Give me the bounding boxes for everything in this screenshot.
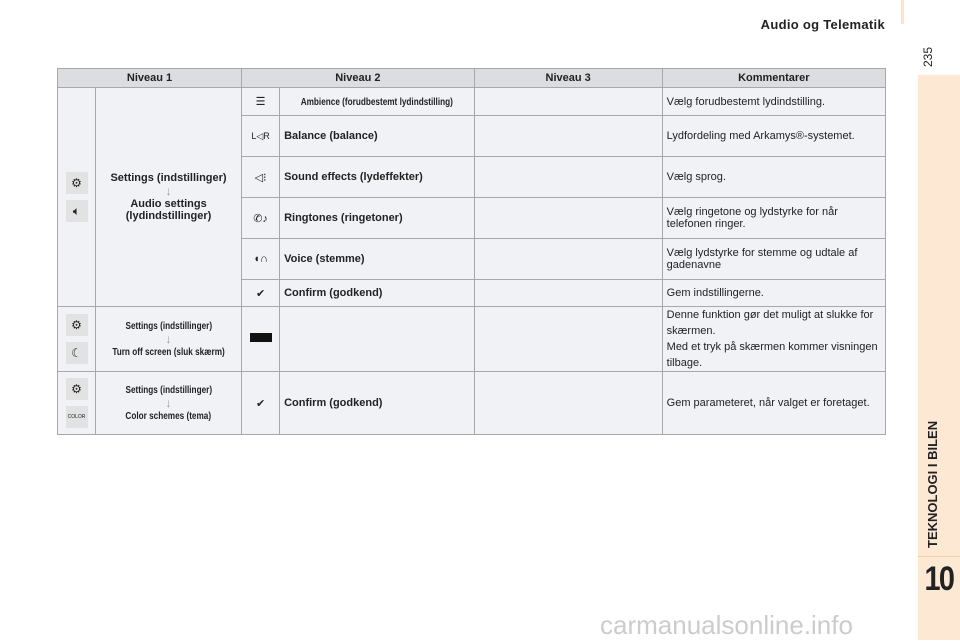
- comment: Vælg ringetone og lydstyrke for når tele…: [661, 197, 887, 239]
- level3-cell: [473, 197, 663, 239]
- level2-label: Ringtones (ringetoner): [279, 197, 475, 239]
- level3-cell: [473, 238, 663, 280]
- comment: Gem parameteret, når valget er foretaget…: [661, 371, 887, 435]
- ringtone-icon: ✆♪: [253, 212, 268, 225]
- level3-cell: [473, 87, 663, 116]
- comment: Denne funktion gør det muligt at slukke …: [666, 309, 874, 337]
- color-icon: COLOR: [65, 406, 88, 428]
- watermark: carmanualsonline.info: [600, 610, 853, 640]
- side-divider: [918, 556, 960, 557]
- table-header: Niveau 1 Niveau 2 Niveau 3 Kommentarer: [56, 68, 887, 88]
- table-row: ◁⁝ Sound effects (lydeffekter) Vælg spro…: [58, 156, 887, 198]
- chapter-title: TEKNOLOGI I BILEN: [925, 420, 940, 548]
- section-title: Audio og Telematik: [760, 17, 885, 32]
- chapter-number: 10: [924, 560, 955, 598]
- level2-label: Confirm (godkend): [279, 371, 475, 435]
- screen-off-icon: [249, 333, 272, 342]
- arrow-down-icon: ↓: [165, 184, 172, 198]
- level2-label: Confirm (godkend): [279, 279, 475, 307]
- check-icon: ✔: [255, 287, 266, 300]
- level1-label: Settings (indstillinger): [110, 172, 227, 184]
- level3-cell: [473, 279, 663, 307]
- level1-sublabel: Audio settings (lydindstillinger): [125, 198, 212, 222]
- level2-label: Balance (balance): [279, 115, 475, 157]
- table-row: ⚙ ☾ Settings (indstillinger) ↓ Turn off scr…: [57, 306, 887, 372]
- level1-sublabel: Color schemes (tema): [125, 411, 212, 422]
- level3-cell: [473, 115, 663, 157]
- comment: Vælg lydstyrke for stemme og udtale af g…: [661, 238, 887, 280]
- moon-icon: ☾: [65, 342, 88, 364]
- level2-label: Voice (stemme): [279, 238, 475, 280]
- check-icon: ✔: [255, 397, 266, 410]
- gear-icon: ⚙: [65, 172, 88, 194]
- table-row: ⚙ COLOR Settings (indstillinger) ↓ Color sc…: [57, 371, 887, 435]
- top-accent-line: [901, 0, 904, 24]
- comment: Lydfordeling med Arkamys®-systemet.: [661, 115, 887, 157]
- gear-icon: ⚙: [65, 378, 88, 400]
- comment: Vælg forudbestemt lydindstilling.: [661, 87, 887, 116]
- sound-effects-icon: ◁⁝: [254, 171, 267, 184]
- col-header: Niveau 1: [56, 68, 243, 88]
- level2-label: Sound effects (lydeffekter): [279, 156, 475, 198]
- table-row: ◖∩ Voice (stemme) Vælg lydstyrke for ste…: [58, 238, 887, 280]
- comment: Vælg sprog.: [661, 156, 887, 198]
- level1-label: Settings (indstillinger): [125, 385, 212, 396]
- table-row: ✆♪ Ringtones (ringetoner) Vælg ringetone…: [58, 197, 887, 239]
- table-row: L◁R Balance (balance) Lydfordeling med A…: [58, 115, 887, 157]
- col-header: Niveau 3: [473, 68, 663, 88]
- side-tab: [918, 75, 960, 640]
- level3-cell: [473, 371, 663, 435]
- speaker-icon: 🔈︎: [65, 200, 88, 222]
- voice-icon: ◖∩: [253, 253, 268, 265]
- settings-table: Niveau 1 Niveau 2 Niveau 3 Kommentarer ⚙…: [56, 68, 887, 435]
- level3-cell: [473, 156, 663, 198]
- comment: Med et tryk på skærmen kommer visningen …: [666, 341, 878, 369]
- level3-cell: [473, 306, 663, 372]
- arrow-down-icon: ↓: [165, 332, 172, 346]
- col-header: Niveau 2: [241, 68, 475, 88]
- arrow-down-icon: ↓: [165, 396, 172, 410]
- col-header: Kommentarer: [661, 68, 887, 88]
- level1-label: Settings (indstillinger): [125, 321, 212, 332]
- balance-icon: L◁R: [251, 130, 270, 141]
- equalizer-icon: ☰: [255, 96, 266, 108]
- level1-sublabel: Turn off screen (sluk skærm): [112, 347, 225, 358]
- level2-label: [279, 306, 475, 372]
- comment: Gem indstillingerne.: [661, 279, 887, 307]
- table-row: ⚙ 🔈︎ Settings (indstillinger) ↓ Audio setti…: [57, 87, 887, 307]
- page-number: 235: [921, 46, 935, 68]
- level2-label: Ambience (forudbestemt lydindstilling): [300, 96, 453, 108]
- gear-icon: ⚙: [65, 314, 88, 336]
